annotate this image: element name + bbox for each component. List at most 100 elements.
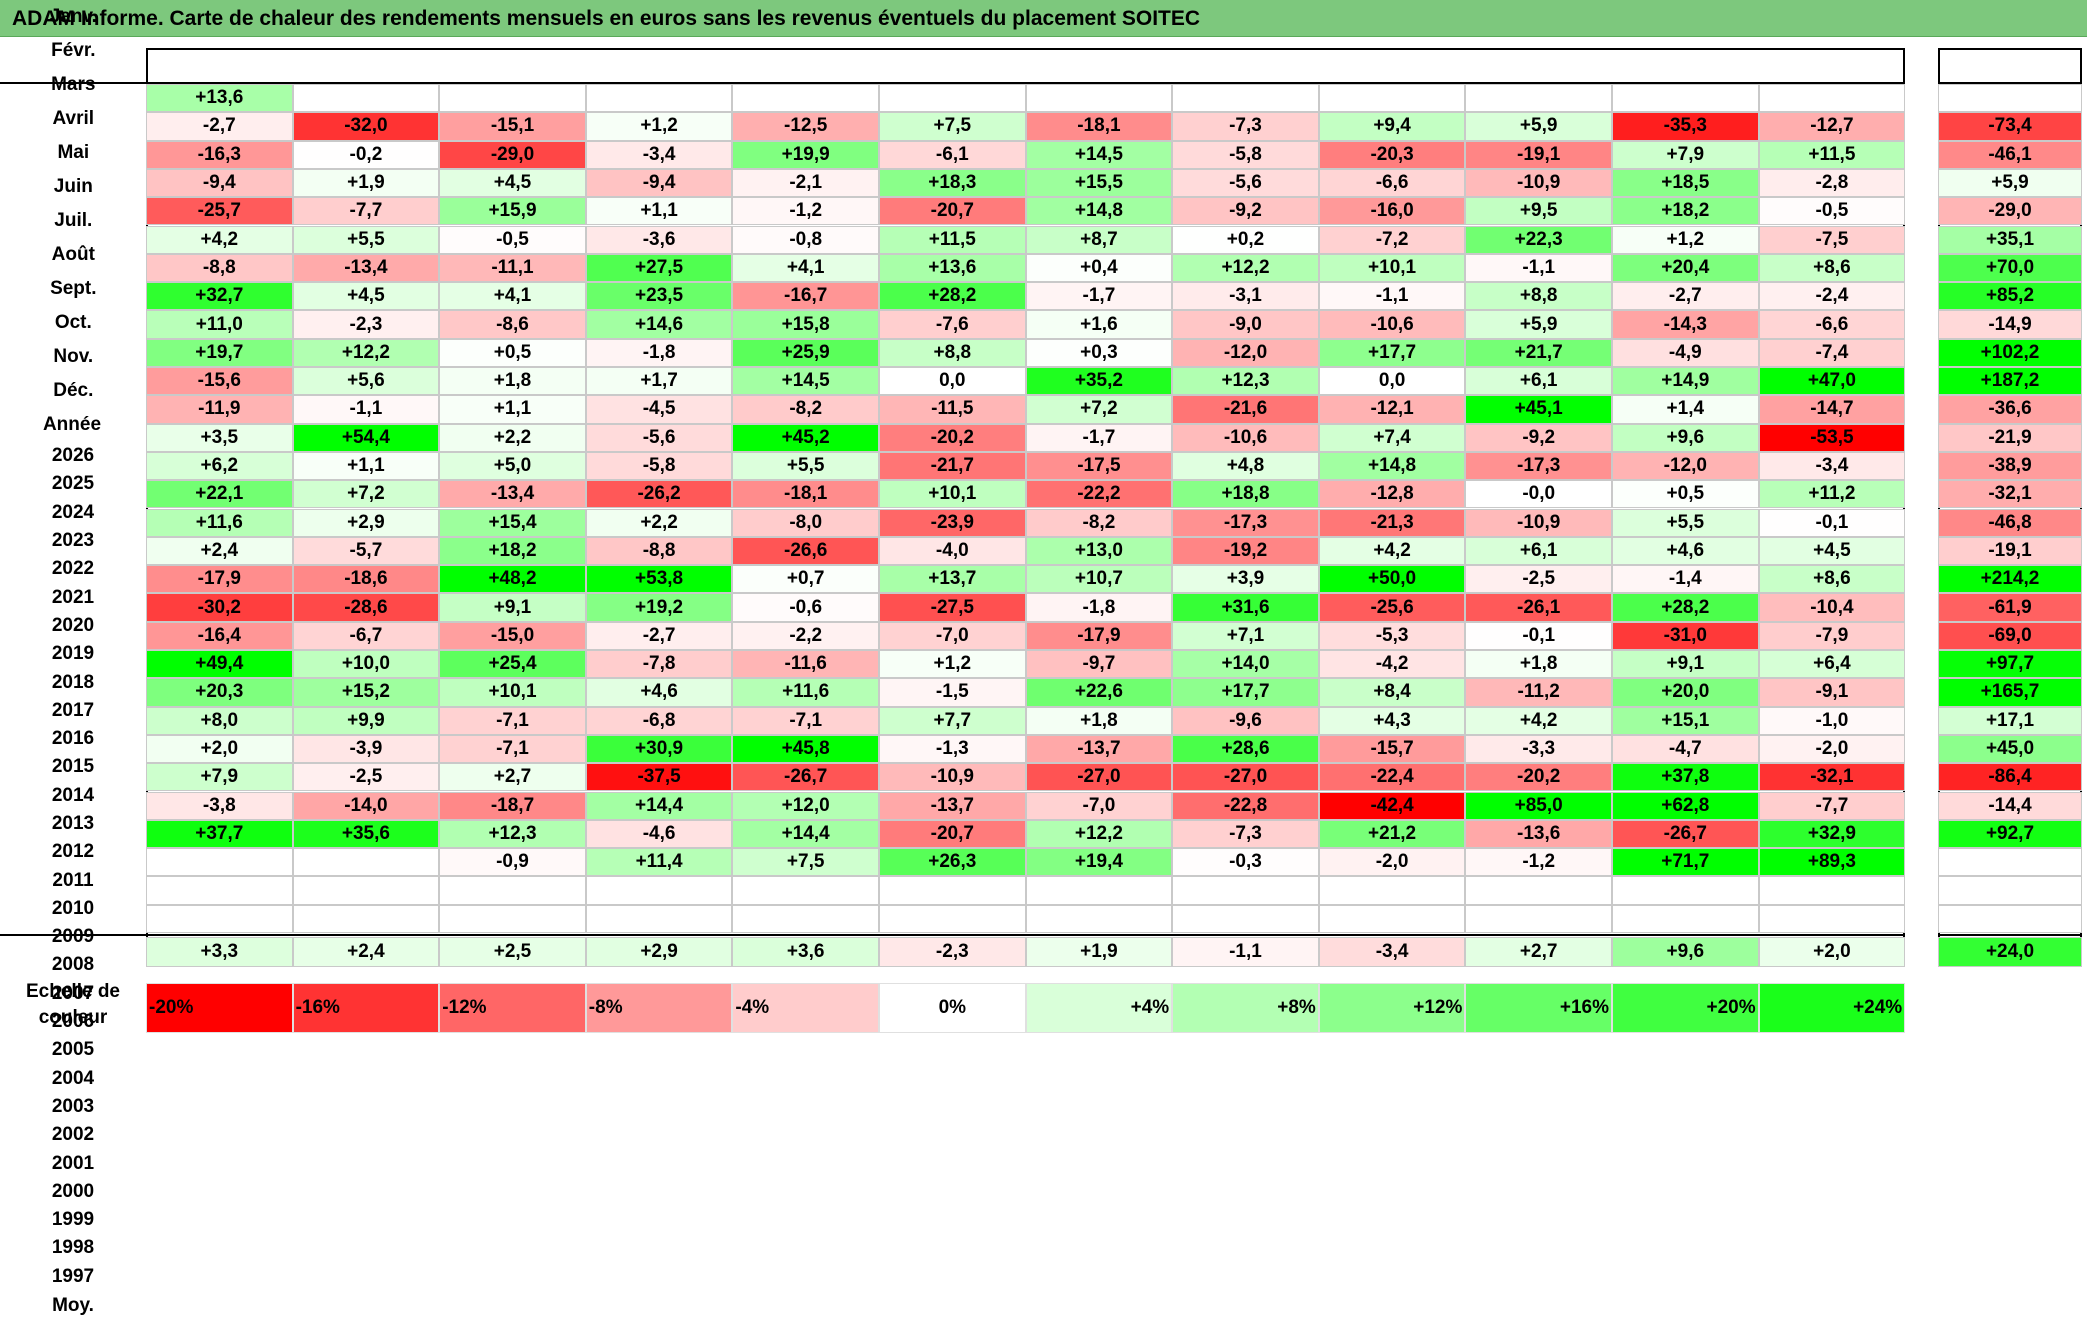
heatmap-cell: -9,0 bbox=[1172, 310, 1319, 339]
annual-cell: +102,2 bbox=[1938, 338, 2082, 367]
heatmap-cell: -1,1 bbox=[292, 395, 440, 424]
average-cell: -1,1 bbox=[1172, 937, 1319, 967]
annual-cell: +92,7 bbox=[1938, 819, 2082, 849]
heatmap-cell bbox=[292, 876, 440, 905]
heatmap-cell: +47,0 bbox=[1758, 367, 1906, 396]
heatmap-cell bbox=[146, 848, 293, 877]
heatmap-cell: -7,7 bbox=[292, 197, 440, 226]
heatmap-cell: -18,1 bbox=[1025, 112, 1173, 141]
year-label: 2014 bbox=[51, 784, 95, 806]
heatmap-cell: -30,2 bbox=[146, 593, 293, 622]
year-label: 2021 bbox=[51, 586, 95, 608]
heatmap-cell: +1,8 bbox=[1025, 706, 1173, 735]
heatmap-cell: -18,6 bbox=[292, 565, 440, 594]
heatmap-cell: -1,1 bbox=[1465, 253, 1612, 283]
heatmap-cell: -0,2 bbox=[292, 140, 440, 169]
scale-swatch: +24% bbox=[1758, 983, 1906, 1033]
heatmap-cell bbox=[1318, 904, 1466, 933]
average-cell: +9,6 bbox=[1612, 937, 1759, 967]
heatmap-cell bbox=[732, 876, 879, 905]
annual-cell: -14,9 bbox=[1938, 310, 2082, 339]
heatmap-cell: -16,7 bbox=[732, 282, 879, 311]
heatmap-cell bbox=[292, 84, 440, 113]
heatmap-cell: +27,5 bbox=[585, 253, 733, 283]
heatmap-cell: -0,9 bbox=[439, 848, 586, 877]
heatmap-cell: +45,2 bbox=[732, 423, 879, 452]
heatmap-cell: +0,3 bbox=[1025, 338, 1173, 367]
annual-cell: -38,9 bbox=[1938, 451, 2082, 481]
heatmap-cell bbox=[1025, 904, 1173, 933]
heatmap-cell: +6,2 bbox=[146, 451, 293, 481]
heatmap-cell: +12,2 bbox=[1025, 819, 1173, 849]
heatmap-cell: +1,4 bbox=[1612, 395, 1759, 424]
heatmap-cell: +4,6 bbox=[1612, 536, 1759, 566]
heatmap-cell: -7,2 bbox=[1318, 225, 1466, 254]
heatmap-cell: +53,8 bbox=[585, 565, 733, 594]
heatmap-cell: -5,7 bbox=[292, 536, 440, 566]
heatmap-cell: -26,7 bbox=[732, 763, 879, 792]
heatmap-cell: -21,6 bbox=[1172, 395, 1319, 424]
heatmap-cell: +19,7 bbox=[146, 338, 293, 367]
heatmap-cell: +19,9 bbox=[732, 140, 879, 169]
annual-cell: +17,1 bbox=[1938, 706, 2082, 735]
heatmap-cell: +1,1 bbox=[292, 451, 440, 481]
heatmap-cell: -25,6 bbox=[1318, 593, 1466, 622]
heatmap-cell: +85,0 bbox=[1465, 791, 1612, 820]
heatmap-cell: +48,2 bbox=[439, 565, 586, 594]
heatmap-cell: -7,0 bbox=[1025, 791, 1173, 820]
heatmap-cell: -17,3 bbox=[1465, 451, 1612, 481]
annual-average-cell: +24,0 bbox=[1938, 937, 2082, 967]
year-label: 2003 bbox=[51, 1095, 95, 1117]
header-rule bbox=[1938, 82, 2082, 84]
heatmap-cell: +15,2 bbox=[292, 678, 440, 707]
heatmap-cell bbox=[1172, 84, 1319, 113]
heatmap-cell: +1,2 bbox=[1612, 225, 1759, 254]
month-header: Déc. bbox=[53, 380, 94, 401]
annual-cell: -29,0 bbox=[1938, 197, 2082, 226]
heatmap-cell: -2,2 bbox=[732, 621, 879, 650]
heatmap-cell: -10,6 bbox=[1318, 310, 1466, 339]
heatmap-cell: +8,6 bbox=[1758, 565, 1906, 594]
heatmap-cell: -1,0 bbox=[1758, 706, 1906, 735]
average-cell: +2,9 bbox=[585, 937, 733, 967]
heatmap-cell: -20,2 bbox=[879, 423, 1026, 452]
heatmap-cell: +26,3 bbox=[879, 848, 1026, 877]
average-cell: +3,3 bbox=[146, 937, 293, 967]
heatmap-cell: +21,2 bbox=[1318, 819, 1466, 849]
average-cell: -2,3 bbox=[879, 937, 1026, 967]
heatmap-cell bbox=[879, 876, 1026, 905]
annual-cell: +85,2 bbox=[1938, 282, 2082, 311]
heatmap-cell: 0,0 bbox=[1318, 367, 1466, 396]
heatmap-cell bbox=[1758, 84, 1906, 113]
heatmap-cell: -17,9 bbox=[1025, 621, 1173, 650]
heatmap-cell: +10,0 bbox=[292, 650, 440, 679]
heatmap-cell: +23,5 bbox=[585, 282, 733, 311]
heatmap-cell: -9,2 bbox=[1172, 197, 1319, 226]
heatmap-cell: -0,5 bbox=[1758, 197, 1906, 226]
heatmap-cell: +18,5 bbox=[1612, 168, 1759, 198]
heatmap-cell: +15,8 bbox=[732, 310, 879, 339]
heatmap-cell: +4,2 bbox=[1318, 536, 1466, 566]
heatmap-cell: +8,6 bbox=[1758, 253, 1906, 283]
heatmap-cell: +35,2 bbox=[1025, 367, 1173, 396]
heatmap-cell: -15,1 bbox=[439, 112, 586, 141]
heatmap-cell: +14,8 bbox=[1318, 451, 1466, 481]
heatmap-cell: +21,7 bbox=[1465, 338, 1612, 367]
heatmap-cell bbox=[1612, 876, 1759, 905]
scale-swatch: +12% bbox=[1318, 983, 1466, 1033]
heatmap-cell: -2,4 bbox=[1758, 282, 1906, 311]
scale-label: Echelle de couleur bbox=[26, 981, 120, 1028]
heatmap-cell: +2,7 bbox=[439, 763, 586, 792]
year-label: 2000 bbox=[51, 1180, 95, 1202]
heatmap-cell: -2,7 bbox=[585, 621, 733, 650]
heatmap-cell bbox=[1465, 876, 1612, 905]
heatmap-cell: +5,6 bbox=[292, 367, 440, 396]
heatmap-cell: -18,7 bbox=[439, 791, 586, 820]
heatmap-cell bbox=[585, 876, 733, 905]
heatmap-cell: -3,4 bbox=[585, 140, 733, 169]
heatmap-cell: -15,6 bbox=[146, 367, 293, 396]
heatmap-cell: -1,7 bbox=[1025, 423, 1173, 452]
heatmap-cell: +89,3 bbox=[1758, 848, 1906, 877]
heatmap-cell: +3,5 bbox=[146, 423, 293, 452]
heatmap-cell: -32,0 bbox=[292, 112, 440, 141]
